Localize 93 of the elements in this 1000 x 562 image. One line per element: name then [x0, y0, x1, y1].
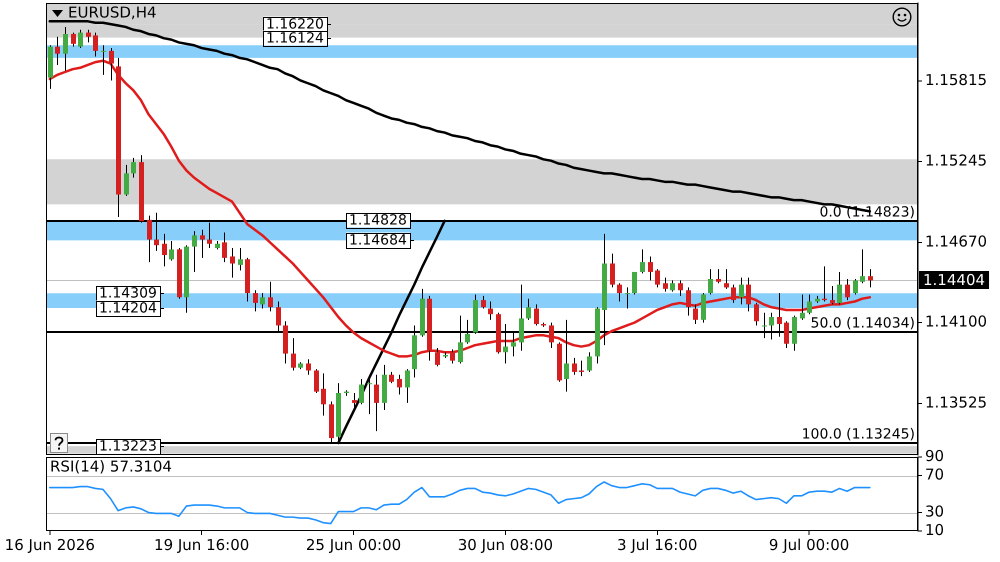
candlestick — [230, 248, 235, 278]
y-tick-label: 90 — [925, 446, 944, 465]
y-tick-label: 1.13525 — [925, 393, 988, 412]
candlestick — [678, 280, 683, 296]
candlestick — [192, 230, 197, 272]
candlestick — [162, 233, 167, 267]
chart-title: EURUSD,H4 — [68, 3, 157, 22]
candlestick — [169, 240, 174, 262]
x-tick-label: 25 Jun 00:00 — [306, 536, 402, 554]
candlestick — [716, 268, 721, 284]
candlestick — [837, 271, 842, 305]
x-tick-label: 16 Jun 2026 — [4, 536, 95, 554]
x-tick-label: 30 Jun 08:00 — [458, 536, 554, 554]
ref-line-label: 0.0 (1.14823) — [819, 204, 915, 220]
candlestick — [572, 357, 577, 376]
candlestick — [731, 284, 736, 304]
x-tick-label: 19 Jun 16:00 — [154, 536, 250, 554]
candlestick — [397, 374, 402, 395]
candlestick — [632, 271, 637, 295]
candlestick — [367, 377, 372, 415]
candlestick — [655, 268, 660, 288]
candlestick — [822, 266, 827, 302]
candlestick — [200, 229, 205, 258]
candlestick — [291, 338, 296, 372]
candlestick — [268, 281, 273, 312]
annotation: 1.16124 — [266, 30, 324, 47]
candlestick — [389, 371, 394, 384]
chart-title: RSI(14) 57.3104 — [50, 457, 172, 476]
candlestick — [708, 268, 713, 295]
candlestick — [587, 352, 592, 372]
candlestick — [853, 278, 858, 295]
candlestick — [374, 374, 379, 432]
candlestick — [670, 280, 675, 292]
candlestick — [253, 290, 258, 312]
annotation: 1.14684 — [349, 232, 407, 249]
y-tick-label: 1.15245 — [925, 151, 988, 170]
candlestick — [55, 36, 60, 66]
candlestick — [746, 277, 751, 312]
candlestick — [93, 32, 98, 58]
annotation: 1.14309 — [99, 286, 157, 302]
ref-line-label: 50.0 (1.14034) — [810, 316, 915, 332]
candlestick — [754, 302, 759, 326]
ref-line-label: 1.14404 — [923, 270, 986, 289]
candlestick — [686, 286, 691, 316]
candlestick — [663, 277, 668, 292]
candlestick — [481, 295, 486, 310]
candlestick — [693, 304, 698, 325]
candlestick — [860, 248, 865, 284]
x-tick-label: 3 Jul 16:00 — [617, 536, 698, 554]
candlestick — [359, 378, 364, 405]
y-tick-label: 30 — [925, 502, 944, 520]
candlestick — [579, 360, 584, 377]
ref-line-label: 100.0 (1.13245) — [802, 426, 915, 443]
candlestick — [526, 298, 531, 320]
annotation: 1.13223 — [99, 438, 157, 455]
candlestick — [648, 256, 653, 281]
annotation: 1.16220 — [266, 16, 324, 33]
x-tick-label: 9 Jul 00:00 — [768, 536, 850, 554]
candlestick — [625, 286, 630, 310]
candlestick — [314, 368, 319, 394]
candlestick — [306, 358, 311, 376]
candlestick — [845, 278, 850, 301]
annotation: 1.14828 — [349, 212, 407, 229]
annotation: 1.14204 — [99, 300, 157, 317]
candlestick — [800, 294, 805, 320]
candlestick — [405, 368, 410, 404]
candlestick — [321, 372, 326, 416]
candlestick — [807, 294, 812, 315]
candlestick — [868, 268, 873, 288]
y-tick-label: 1.14100 — [925, 312, 988, 331]
candlestick — [352, 392, 357, 410]
candlestick — [124, 164, 129, 196]
candlestick — [534, 304, 539, 326]
candlestick — [63, 26, 68, 72]
y-tick-label: 1.14670 — [925, 232, 988, 250]
candlestick — [71, 32, 76, 48]
candlestick — [260, 292, 265, 310]
candlestick — [617, 282, 622, 302]
candlestick — [101, 44, 106, 76]
y-tick-label: 10 — [925, 520, 944, 539]
candlestick — [610, 253, 615, 288]
y-tick-label: 1.15815 — [925, 71, 988, 90]
candlestick — [739, 277, 744, 305]
candlestick — [86, 29, 91, 43]
candlestick — [131, 157, 136, 178]
candlestick — [238, 248, 243, 272]
candlestick — [222, 232, 227, 263]
candlestick — [724, 268, 729, 290]
candlestick — [488, 301, 493, 320]
candlestick — [830, 286, 835, 305]
candlestick — [78, 29, 83, 49]
candlestick — [640, 248, 645, 274]
y-tick-label: 70 — [925, 465, 944, 484]
